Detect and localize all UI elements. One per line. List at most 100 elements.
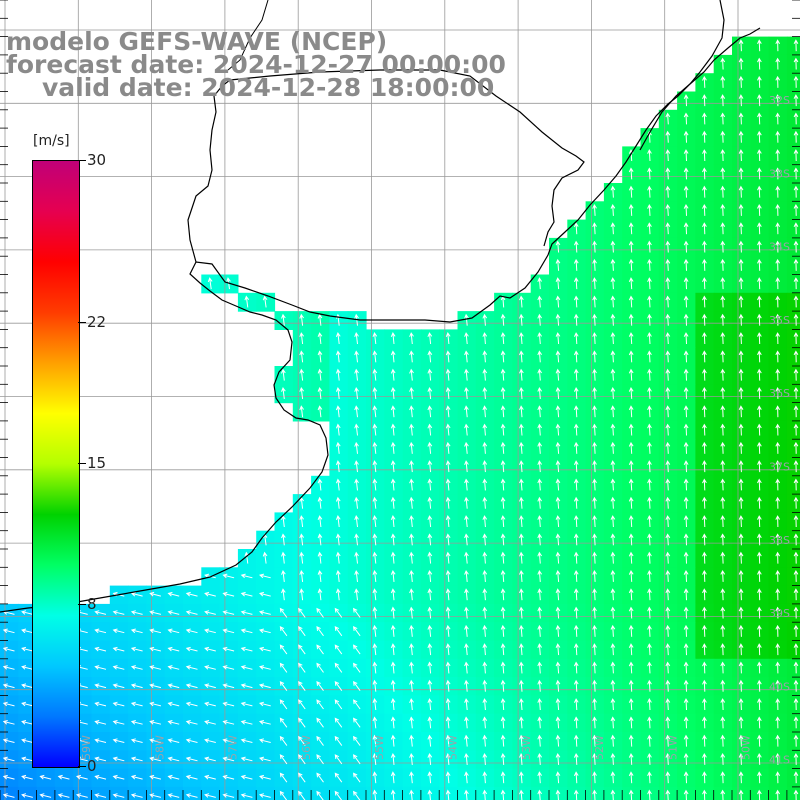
wind-arrow bbox=[354, 332, 359, 345]
wind-arrow bbox=[482, 423, 488, 436]
wind-arrow bbox=[628, 496, 634, 509]
wind-arrow bbox=[519, 734, 524, 747]
wind-arrow bbox=[2, 701, 15, 707]
wind-arrow bbox=[702, 75, 707, 88]
wind-arrow bbox=[647, 222, 652, 235]
wind-arrow bbox=[683, 130, 689, 143]
wind-arrow bbox=[628, 240, 634, 253]
wind-arrow bbox=[738, 496, 744, 509]
wind-arrow bbox=[464, 515, 469, 528]
wind-arrow bbox=[592, 368, 597, 381]
wind-arrow bbox=[793, 386, 799, 399]
wind-arrow bbox=[683, 533, 689, 546]
wind-arrow bbox=[445, 496, 451, 509]
wind-arrow bbox=[793, 679, 799, 692]
wind-arrow bbox=[519, 533, 524, 546]
wind-arrow bbox=[592, 551, 597, 564]
wind-arrow bbox=[204, 683, 216, 689]
wind-arrow bbox=[537, 588, 543, 601]
wind-arrow bbox=[683, 569, 689, 582]
wind-arrow bbox=[500, 478, 506, 491]
wind-arrow bbox=[500, 752, 506, 765]
wind-arrow bbox=[482, 551, 488, 564]
wind-arrow bbox=[409, 551, 414, 564]
wind-arrow bbox=[628, 460, 634, 473]
wind-arrow bbox=[317, 533, 323, 546]
wind-arrow bbox=[592, 643, 597, 656]
wind-arrow bbox=[519, 606, 524, 619]
wind-arrow bbox=[519, 752, 524, 765]
colorbar-tick-mark bbox=[78, 463, 86, 464]
colorbar-tick-mark bbox=[78, 604, 86, 606]
wind-arrow bbox=[39, 774, 52, 780]
wind-arrow bbox=[112, 610, 125, 615]
wind-arrow bbox=[21, 738, 33, 743]
wind-arrow bbox=[445, 551, 451, 564]
wind-arrow bbox=[427, 423, 433, 436]
wind-arrow bbox=[390, 771, 396, 784]
longitude-label: 53W bbox=[520, 735, 533, 760]
wind-speed-cell bbox=[786, 201, 800, 221]
wind-arrow bbox=[130, 756, 143, 762]
wind-arrow bbox=[738, 386, 744, 399]
wind-arrow bbox=[372, 569, 378, 582]
wind-arrow bbox=[775, 277, 781, 290]
wind-arrow bbox=[335, 441, 341, 454]
wind-arrow bbox=[464, 661, 469, 674]
wind-arrow bbox=[21, 774, 33, 780]
wind-arrow bbox=[665, 533, 671, 546]
wind-arrow bbox=[793, 496, 799, 509]
wind-arrow bbox=[537, 752, 543, 765]
wind-arrow bbox=[683, 222, 689, 235]
wind-arrow bbox=[390, 698, 396, 711]
wind-speed-cell bbox=[0, 786, 19, 800]
wind-arrow bbox=[354, 588, 359, 601]
wind-arrow bbox=[683, 149, 689, 162]
wind-arrow bbox=[555, 295, 561, 308]
wind-arrow bbox=[445, 423, 451, 436]
wind-arrow bbox=[647, 441, 652, 454]
wind-arrow bbox=[573, 423, 579, 436]
wind-arrow bbox=[757, 130, 762, 143]
wind-arrow bbox=[775, 716, 781, 729]
colorbar-tick-mark bbox=[78, 160, 86, 161]
wind-arrow bbox=[537, 295, 543, 308]
wind-arrow bbox=[683, 716, 689, 729]
wind-arrow bbox=[610, 606, 616, 619]
wind-arrow bbox=[149, 628, 162, 634]
wind-arrow bbox=[720, 149, 726, 162]
wind-arrow bbox=[757, 185, 762, 198]
wind-arrow bbox=[390, 496, 396, 509]
wind-arrow bbox=[665, 222, 671, 235]
wind-arrow bbox=[720, 496, 726, 509]
wind-arrow bbox=[427, 569, 433, 582]
wind-arrow bbox=[482, 771, 488, 784]
wind-arrow bbox=[112, 738, 125, 743]
wind-arrow bbox=[665, 698, 671, 711]
wind-arrow bbox=[500, 698, 506, 711]
wind-arrow bbox=[372, 350, 378, 363]
wind-arrow bbox=[445, 624, 451, 637]
wind-arrow bbox=[21, 665, 33, 670]
wind-arrow bbox=[555, 313, 561, 326]
wind-arrow bbox=[647, 734, 652, 747]
wind-speed-cell bbox=[786, 786, 800, 800]
wind-speed-cell bbox=[786, 219, 800, 239]
wind-arrow bbox=[185, 665, 198, 670]
wind-arrow bbox=[352, 772, 361, 783]
wind-arrow bbox=[409, 624, 414, 637]
wind-arrow bbox=[130, 774, 143, 780]
wind-arrow bbox=[482, 661, 488, 674]
wind-arrow bbox=[299, 332, 305, 345]
wind-arrow bbox=[683, 185, 689, 198]
wind-arrow bbox=[316, 754, 324, 765]
wind-speed-cell bbox=[475, 786, 495, 800]
wind-arrow bbox=[57, 774, 70, 780]
wind-arrow bbox=[775, 94, 781, 107]
wind-arrow bbox=[519, 460, 524, 473]
wind-arrow bbox=[464, 313, 469, 326]
wind-arrow bbox=[390, 643, 396, 656]
wind-arrow bbox=[299, 313, 305, 326]
wind-arrow bbox=[222, 628, 235, 634]
wind-speed-cell bbox=[786, 713, 800, 733]
